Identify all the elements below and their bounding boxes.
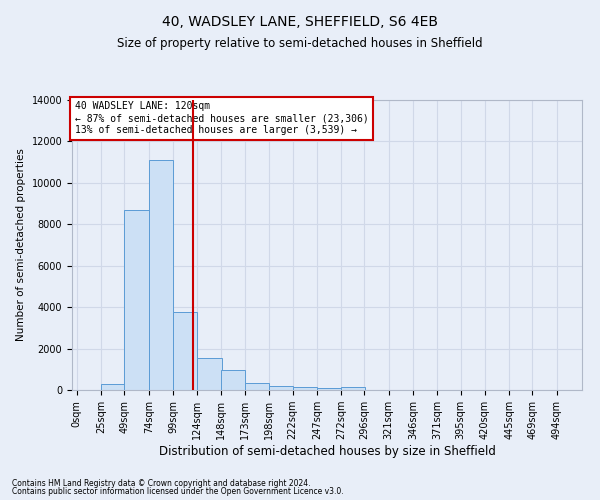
Bar bbox=[124, 210, 149, 390]
Bar bbox=[101, 384, 125, 390]
Text: Contains HM Land Registry data © Crown copyright and database right 2024.: Contains HM Land Registry data © Crown c… bbox=[12, 478, 311, 488]
Bar bbox=[317, 388, 341, 390]
Bar bbox=[149, 160, 173, 390]
Text: Contains public sector information licensed under the Open Government Licence v3: Contains public sector information licen… bbox=[12, 487, 344, 496]
Text: 40, WADSLEY LANE, SHEFFIELD, S6 4EB: 40, WADSLEY LANE, SHEFFIELD, S6 4EB bbox=[162, 15, 438, 29]
Bar bbox=[341, 388, 365, 390]
Y-axis label: Number of semi-detached properties: Number of semi-detached properties bbox=[16, 148, 26, 342]
X-axis label: Distribution of semi-detached houses by size in Sheffield: Distribution of semi-detached houses by … bbox=[158, 445, 496, 458]
Bar bbox=[197, 358, 221, 390]
Bar bbox=[221, 370, 245, 390]
Bar bbox=[269, 386, 293, 390]
Bar bbox=[173, 312, 197, 390]
Text: Size of property relative to semi-detached houses in Sheffield: Size of property relative to semi-detach… bbox=[117, 38, 483, 51]
Bar bbox=[293, 388, 317, 390]
Text: 40 WADSLEY LANE: 120sqm
← 87% of semi-detached houses are smaller (23,306)
13% o: 40 WADSLEY LANE: 120sqm ← 87% of semi-de… bbox=[74, 102, 368, 134]
Bar bbox=[245, 383, 269, 390]
